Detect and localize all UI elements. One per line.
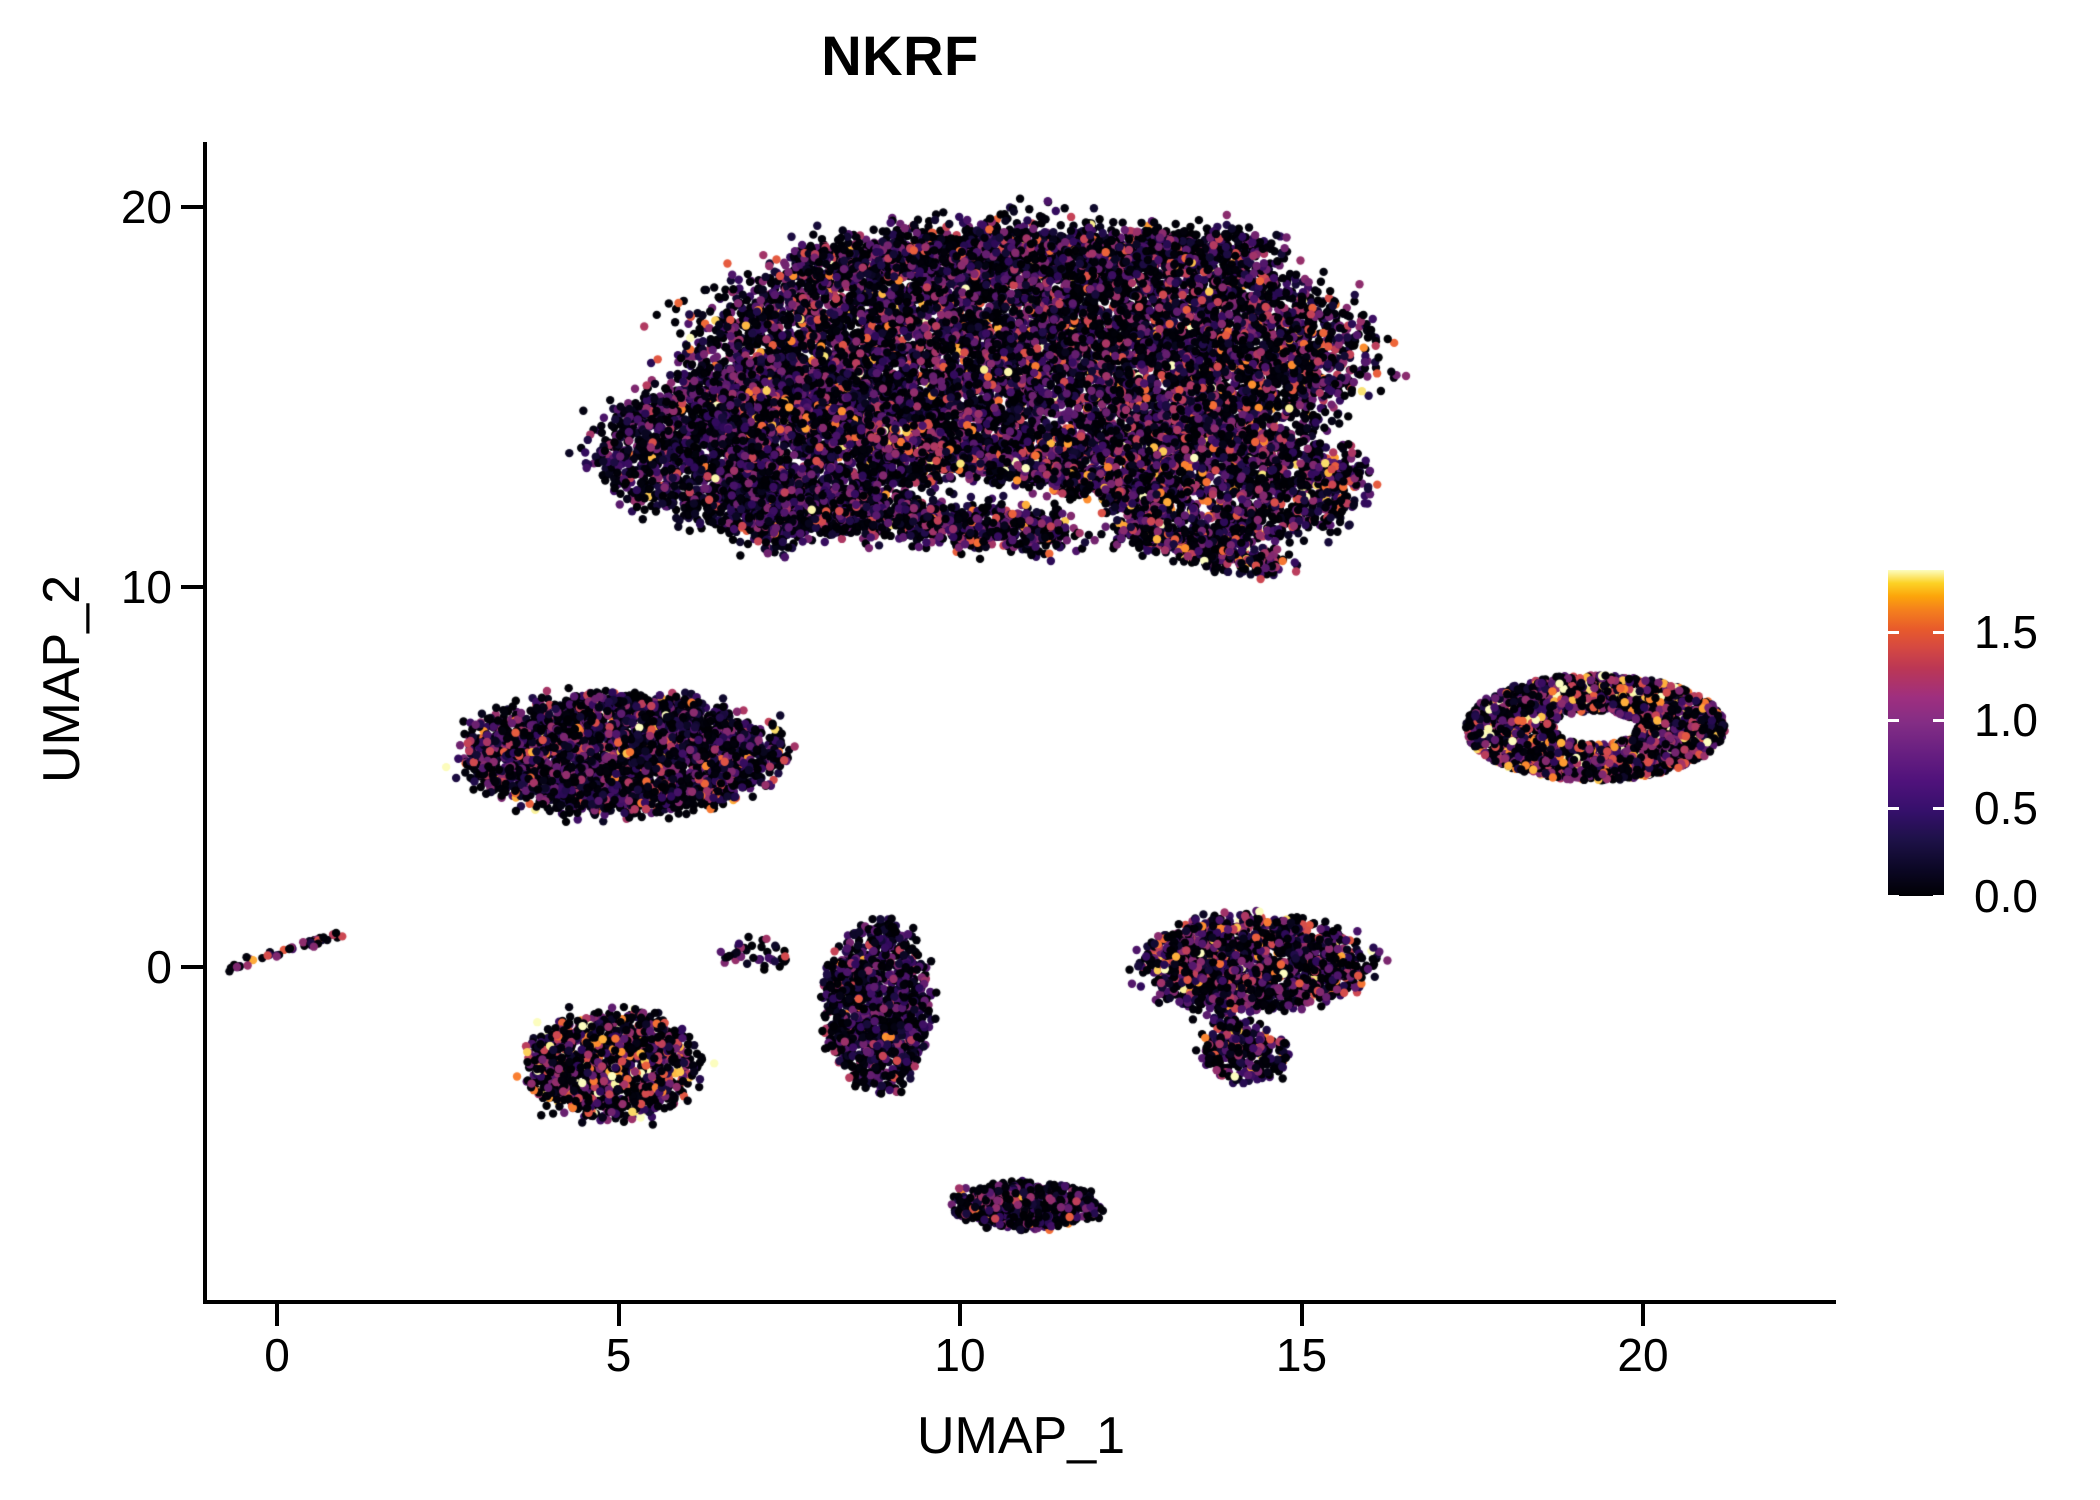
colorbar-tick-mark: [1888, 895, 1899, 898]
colorbar-tick-mark: [1933, 718, 1944, 722]
y-axis-line: [203, 142, 207, 1304]
y-tick-mark: [181, 205, 203, 209]
x-tick-label: 10: [934, 1329, 986, 1381]
page-title: NKRF: [821, 24, 979, 87]
x-tick-mark: [1299, 1304, 1304, 1326]
colorbar-gradient: [1888, 570, 1944, 896]
colorbar-tick-mark: [1933, 630, 1944, 634]
colorbar-legend: [1888, 570, 1944, 896]
y-tick-label: 10: [120, 561, 172, 613]
x-tick-mark: [958, 1304, 962, 1326]
colorbar-tick-mark: [1888, 806, 1899, 810]
colorbar-tick-mark: [1933, 895, 1944, 898]
colorbar-tick-label: 0.0: [1974, 870, 2038, 922]
y-tick-mark: [181, 965, 203, 969]
colorbar-tick-mark: [1888, 630, 1899, 634]
x-tick-label: 5: [605, 1329, 632, 1381]
colorbar-tick-mark: [1888, 718, 1899, 722]
x-tick-mark: [616, 1304, 621, 1326]
x-tick-label: 15: [1275, 1329, 1328, 1381]
y-tick-mark: [181, 585, 203, 589]
colorbar-tick-label: 1.5: [1974, 605, 2038, 658]
y-tick-label: 0: [146, 941, 172, 993]
colorbar-tick-label: 0.5: [1974, 781, 2038, 834]
x-tick-mark: [1641, 1304, 1645, 1326]
y-tick-label: 20: [120, 181, 172, 233]
x-axis-label: UMAP_1: [916, 1407, 1126, 1465]
x-tick-mark: [275, 1304, 279, 1326]
x-tick-label: 0: [264, 1329, 290, 1381]
x-tick-label: 20: [1617, 1329, 1669, 1381]
x-tick-label: -5: [0, 1332, 6, 1378]
colorbar-tick-mark: [1933, 806, 1944, 810]
y-axis-label: UMAP_2: [33, 574, 91, 784]
colorbar-tick-label: 1.0: [1974, 693, 2038, 746]
x-axis-line: [203, 1300, 1836, 1304]
